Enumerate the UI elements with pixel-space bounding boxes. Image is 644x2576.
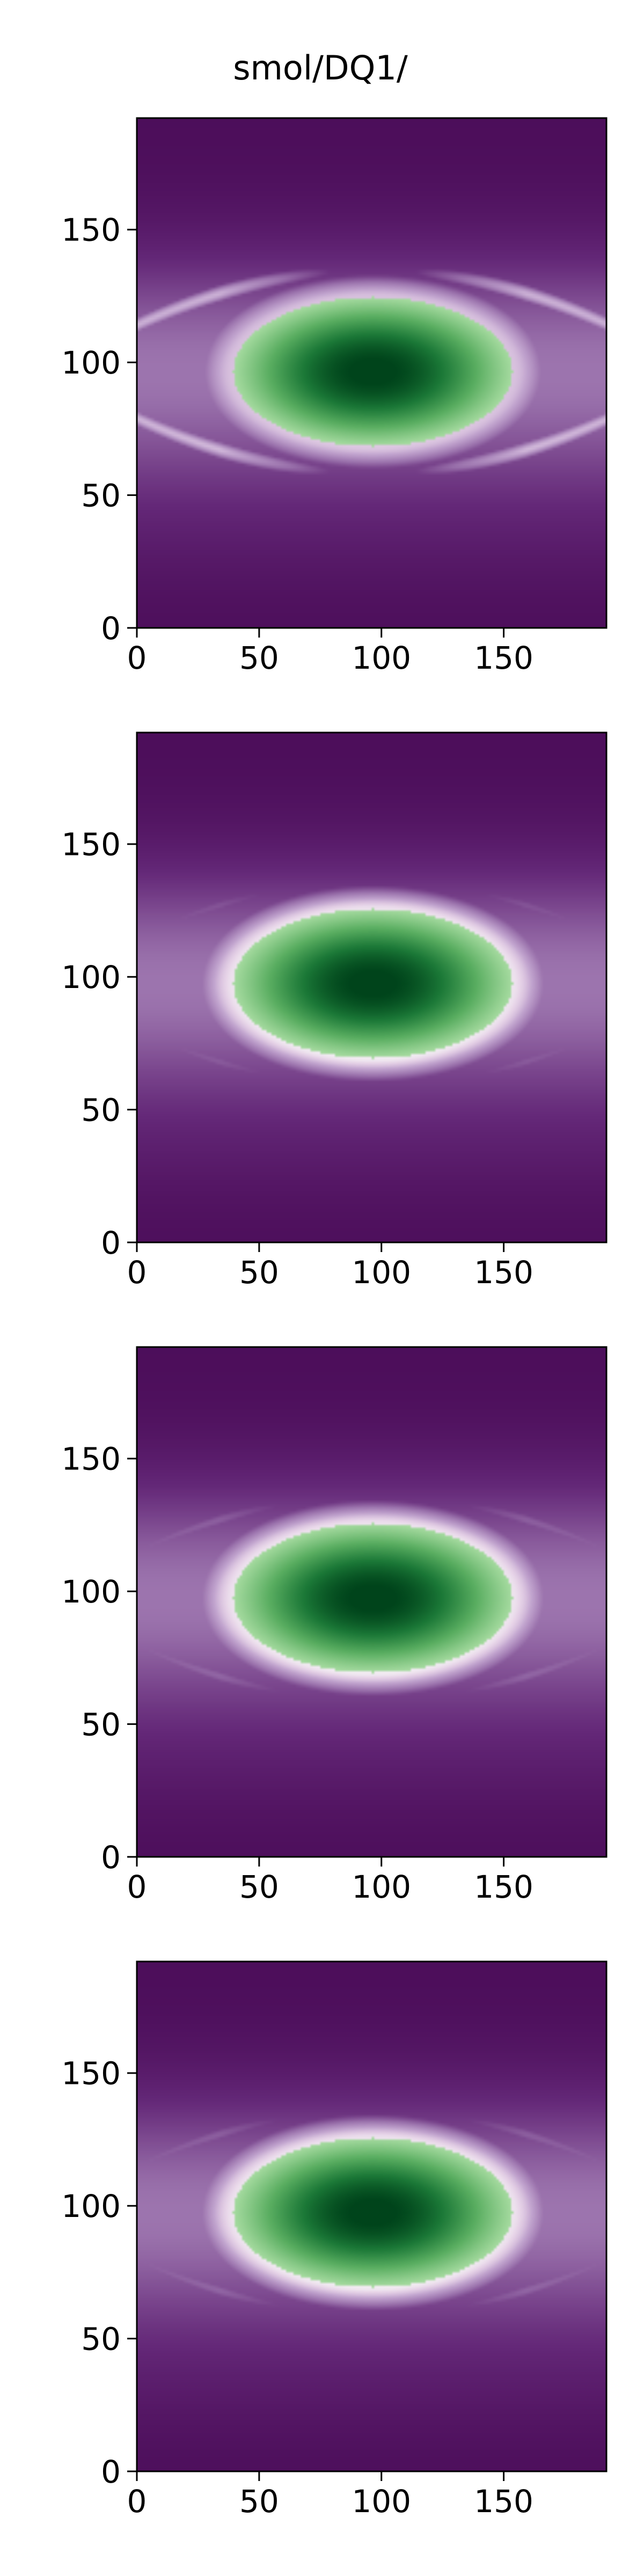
y-tick-label: 150 [61, 826, 121, 863]
x-tick-label: 100 [352, 1869, 411, 1905]
heatmap-image [137, 118, 606, 628]
y-tick-label: 100 [61, 2188, 121, 2224]
x-tick-label: 150 [474, 1254, 533, 1291]
y-tick-label: 0 [101, 2454, 121, 2490]
x-tick-label: 50 [239, 2483, 279, 2520]
axes-frame [136, 1346, 608, 1858]
heatmap-image [137, 1347, 606, 1857]
heatmap-panel-4: 0 50 100 150 0 50 100 150 [61, 1960, 608, 2520]
x-tick-label: 150 [474, 2483, 533, 2520]
axes-frame [136, 731, 608, 1243]
x-tick-label: 100 [352, 2483, 411, 2520]
panels: 0 50 100 150 0 50 100 150 0 50 100 150 0 50 100 150 0 50 1… [61, 117, 608, 2520]
y-tick-label: 150 [61, 212, 121, 248]
y-tick-label: 100 [61, 345, 121, 381]
x-tick-label: 50 [239, 1254, 279, 1291]
axes-frame [136, 117, 608, 629]
y-tick-label: 100 [61, 1574, 121, 1610]
x-tick-label: 0 [127, 640, 147, 676]
y-tick-label: 150 [61, 2055, 121, 2092]
y-tick-label: 150 [61, 1441, 121, 1477]
y-tick-label: 50 [81, 1706, 121, 1743]
y-tick-label: 50 [81, 2321, 121, 2357]
x-tick-label: 100 [352, 1254, 411, 1291]
figure-title: smol/DQ1/ [233, 48, 408, 87]
x-tick-label: 0 [127, 1869, 147, 1905]
x-tick-label: 0 [127, 2483, 147, 2520]
y-tick-label: 0 [101, 610, 121, 647]
y-tick-label: 100 [61, 959, 121, 996]
x-tick-label: 0 [127, 1254, 147, 1291]
x-tick-label: 150 [474, 1869, 533, 1905]
heatmap-panel-2: 0 50 100 150 0 50 100 150 [61, 731, 608, 1291]
heatmap-image [137, 733, 606, 1242]
heatmap-panel-1: 0 50 100 150 0 50 100 150 [61, 117, 608, 676]
y-tick-label: 0 [101, 1839, 121, 1876]
x-tick-label: 100 [352, 640, 411, 676]
x-tick-label: 150 [474, 640, 533, 676]
y-tick-label: 0 [101, 1225, 121, 1261]
x-tick-label: 50 [239, 640, 279, 676]
x-tick-label: 50 [239, 1869, 279, 1905]
heatmap-image [137, 1962, 606, 2471]
y-tick-label: 50 [81, 1092, 121, 1128]
axes-frame [136, 1960, 608, 2472]
heatmap-panel-3: 0 50 100 150 0 50 100 150 [61, 1346, 608, 1905]
y-tick-label: 50 [81, 477, 121, 514]
